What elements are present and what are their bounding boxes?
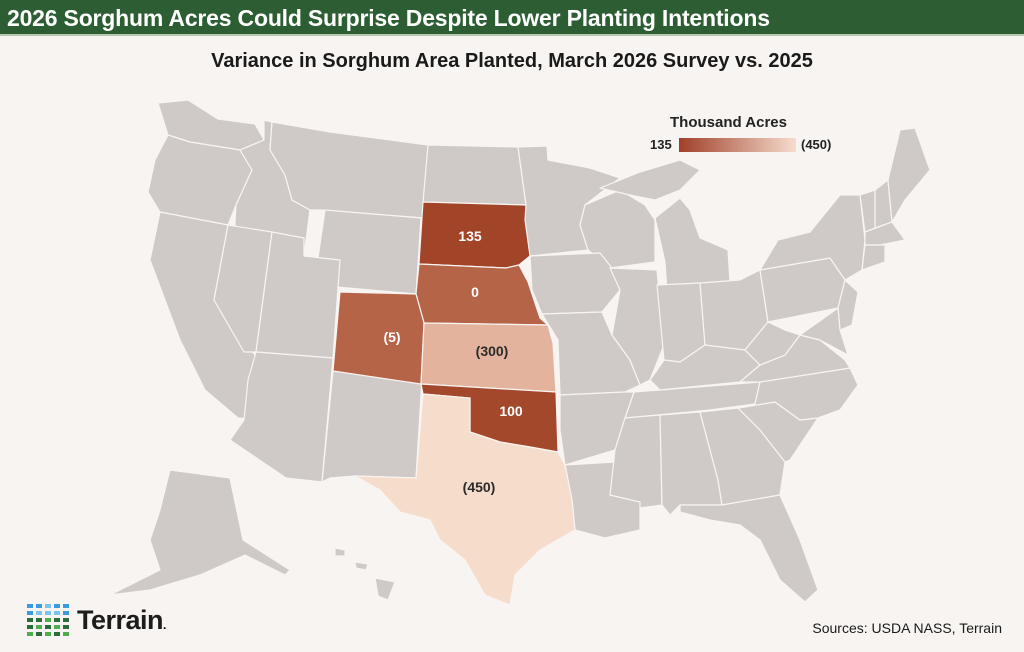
- state-colorado: [332, 291, 425, 385]
- state-iowa: [529, 252, 621, 315]
- state-arizona: [229, 351, 334, 483]
- chart-title: Variance in Sorghum Area Planted, March …: [211, 50, 813, 72]
- state-hawaii-islands-2: [354, 561, 369, 571]
- state-montana: [269, 121, 429, 219]
- highlighted-states: [332, 201, 576, 606]
- legend-gradient-bar: [679, 138, 796, 152]
- legend-min-label: 135: [650, 137, 672, 152]
- state-north-dakota: [422, 144, 527, 206]
- state-nebraska: [415, 263, 550, 326]
- label-south-dakota: 135: [458, 228, 482, 244]
- state-florida: [679, 494, 819, 603]
- label-oklahoma: 100: [499, 403, 523, 419]
- label-nebraska: 0: [471, 284, 479, 300]
- label-texas: (450): [463, 479, 496, 495]
- legend-max-label: (450): [801, 137, 832, 152]
- state-michigan: [654, 197, 731, 293]
- legend-title: Thousand Acres: [670, 114, 787, 131]
- state-alaska: [109, 469, 291, 596]
- state-massachusetts: [864, 221, 906, 246]
- state-hawaii: [374, 577, 396, 601]
- state-new-mexico: [321, 370, 423, 483]
- header-banner: 2026 Sorghum Acres Could Surprise Despit…: [0, 0, 1024, 36]
- state-maine: [887, 127, 931, 223]
- other-states: [109, 99, 931, 603]
- logo-dot: .: [163, 618, 167, 632]
- state-kansas: [420, 322, 557, 393]
- state-michigan-upper: [599, 159, 701, 201]
- state-texas: [354, 393, 576, 606]
- state-maryland: [799, 307, 849, 356]
- sources-note: Sources: USDA NASS, Terrain: [812, 620, 1002, 636]
- terrain-logo: Terrain.: [27, 604, 166, 636]
- logo-grid-icon: [27, 604, 69, 636]
- state-hawaii-islands: [334, 547, 346, 557]
- logo-text: Terrain: [77, 604, 164, 635]
- state-connecticut: [861, 244, 886, 271]
- state-nevada: [213, 224, 273, 353]
- label-kansas: (300): [476, 343, 509, 359]
- headline: 2026 Sorghum Acres Could Surprise Despit…: [7, 5, 770, 31]
- label-colorado: (5): [383, 329, 400, 345]
